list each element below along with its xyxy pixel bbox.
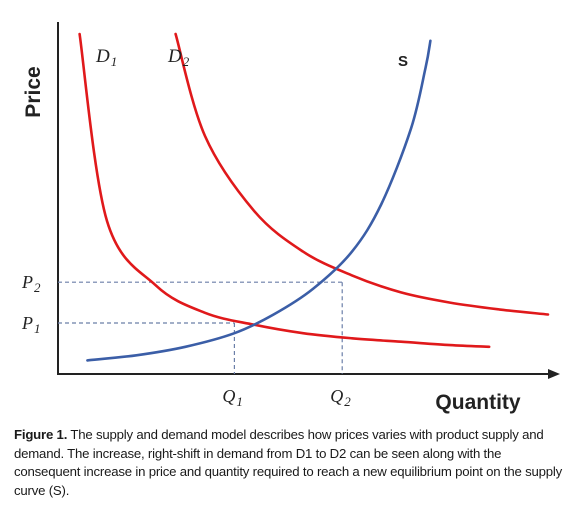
curve-s <box>86 39 432 362</box>
figure-caption: Figure 1. The supply and demand model de… <box>14 426 570 500</box>
curve-labels: D1 D2 S <box>95 46 408 70</box>
equilibrium-guides <box>58 281 343 374</box>
y-tick-label-2: P2 <box>21 272 41 295</box>
curve-d1 <box>78 32 491 349</box>
supply-demand-chart: Price Quantity D1 D2 S P1 Q1 P2 Q2 <box>21 22 560 414</box>
y-axis-title: Price <box>22 66 45 117</box>
x-tick-label-1: Q1 <box>222 386 243 409</box>
figure-label: Figure 1. <box>14 427 68 442</box>
x-axis-arrowhead <box>548 369 560 379</box>
tick-labels: P1 Q1 P2 Q2 <box>21 272 351 409</box>
x-tick-label-2: Q2 <box>330 386 351 409</box>
curve-d2 <box>174 32 550 316</box>
figure-caption-text: The supply and demand model describes ho… <box>14 427 563 498</box>
curve-label-d2: D2 <box>167 46 190 69</box>
y-tick-label-1: P1 <box>21 313 41 336</box>
curve-label-d1: D1 <box>95 46 117 69</box>
curve-label-s: S <box>398 53 408 70</box>
x-axis-title: Quantity <box>435 391 520 414</box>
curves <box>78 32 550 362</box>
